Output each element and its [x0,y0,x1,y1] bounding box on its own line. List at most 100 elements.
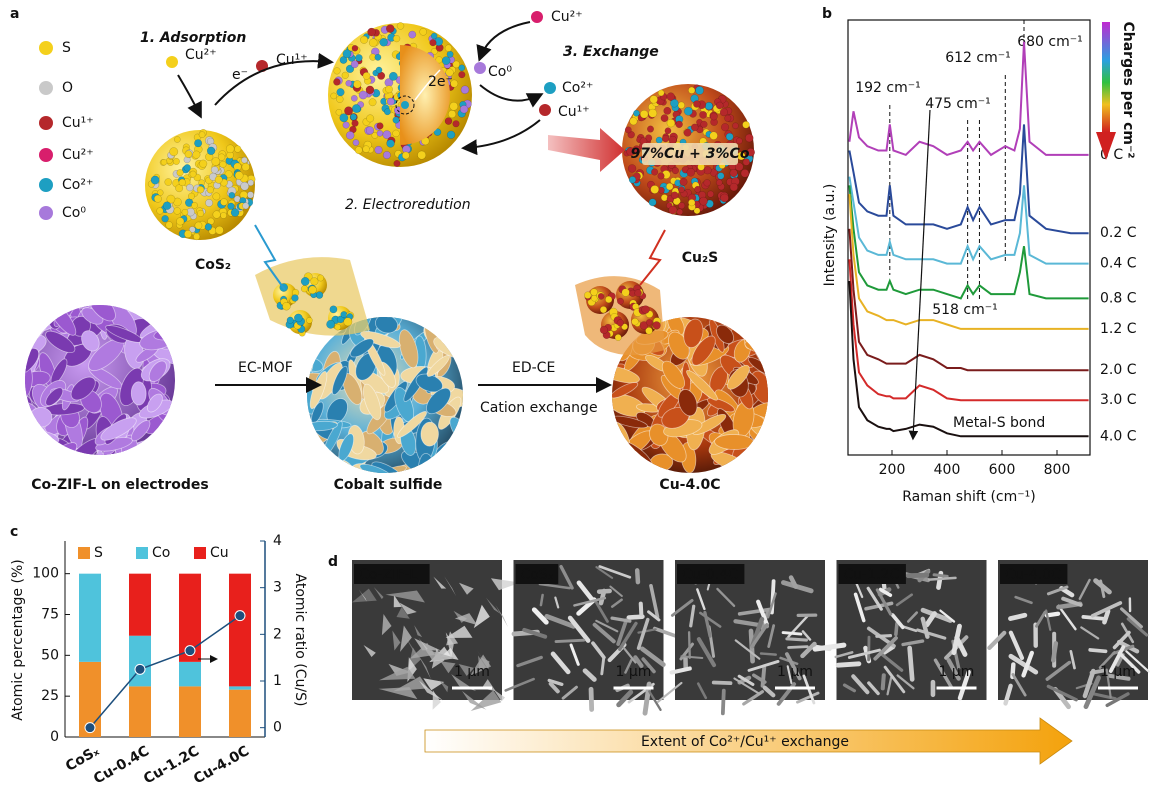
legend-swatch [39,178,53,192]
atom [192,150,201,159]
flake-edge [569,643,580,666]
step-label: 1. Adsorption [140,30,246,46]
atom [246,191,255,199]
petal [142,305,165,313]
flake-edge [1106,673,1131,681]
legend-swatch [194,547,206,559]
atom [368,98,377,107]
atom [599,325,609,335]
atom [660,114,669,123]
flake-edge [895,593,913,607]
atom [661,134,670,143]
step-label: 3. Exchange [563,44,659,60]
scale-bar-label: 1 μm [777,664,813,680]
flake-edge [920,607,953,623]
petal [153,431,170,455]
atom [392,116,400,124]
atom [282,302,291,311]
flake-edge [554,596,560,609]
particle [300,272,327,299]
petal [350,338,375,358]
atom [354,146,363,155]
atom [392,34,401,43]
flake-edge [1014,595,1033,605]
flake-edge [834,651,854,659]
flake-edge [637,628,657,634]
ion-label: Cu²⁺ [185,47,217,63]
image-label-box [677,564,745,584]
atom [214,175,223,184]
flake [485,597,501,615]
flake-edge [886,676,893,696]
flake-edge [594,599,609,623]
petal [25,432,51,450]
exchange-arrow [479,84,544,108]
process-label: EC-MOF [238,360,293,376]
flake-edge [1035,610,1047,628]
legend-swatch [39,116,53,130]
atom [736,137,743,145]
atom [184,150,193,159]
flake-edge [1105,668,1112,699]
flake-edge [905,572,930,579]
atom [212,210,221,219]
flake-edge [894,621,899,637]
atom [300,277,310,286]
particle [584,286,616,314]
flake-edge [878,587,893,598]
flake-edge [595,566,614,579]
atom [664,127,672,135]
atom [339,113,349,123]
y2-tick-label: 2 [273,626,282,642]
sem-image [656,560,832,716]
atom [336,315,345,324]
y-tick-label: 75 [41,607,59,623]
spectrum [848,193,1089,330]
flake-edge [1008,612,1028,621]
flake-edge [1120,607,1143,629]
flake-edge [907,645,915,682]
atom [310,277,319,286]
atom [746,147,755,157]
flake-edge [610,598,623,608]
atom [345,79,353,87]
petal [28,449,60,455]
atom [450,79,459,88]
image-label-box [1000,564,1068,584]
flake-edge [1080,626,1100,640]
petal [45,387,64,407]
atom [351,44,359,52]
atom [645,327,653,335]
petal [612,429,621,470]
atom [186,183,194,192]
exchange-arrow [476,21,531,62]
atom [709,131,718,140]
flake [451,674,477,692]
flake [423,678,445,691]
image-label-box [515,564,559,584]
flake-edge [1108,645,1126,673]
petal [738,317,768,328]
legend-label: S [62,40,71,56]
y-tick-label: 50 [41,647,59,663]
flake-edge [873,636,898,661]
flake-edge [737,607,772,616]
flake-edge [656,681,683,703]
atom [663,106,672,115]
particle [599,307,629,341]
atom [197,209,205,217]
flake [385,590,425,603]
petal [307,438,322,467]
series-label: 0.4 C [1100,256,1137,272]
atom [396,22,405,30]
atom [429,39,437,47]
legend-swatch [39,148,53,162]
atom [352,139,360,146]
atom [206,146,216,155]
flake-edge [1082,668,1096,699]
flake-edge [881,644,896,656]
petal [441,317,458,342]
atom [584,291,592,299]
flake-edge [1125,650,1150,673]
y-tick-label: 100 [32,566,59,582]
